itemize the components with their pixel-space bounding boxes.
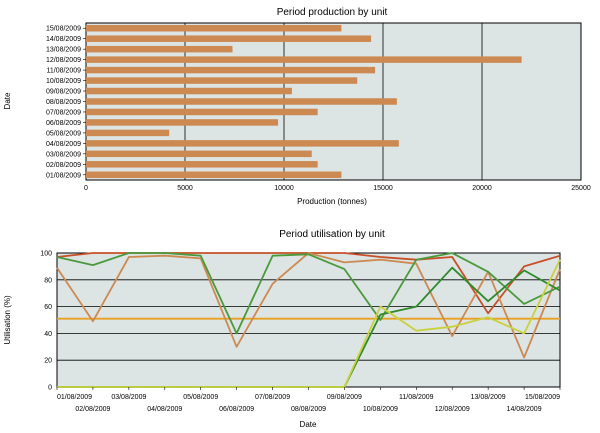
production-date-label: 06/08/2009 xyxy=(46,120,81,127)
utilisation-date-label: 11/08/2009 xyxy=(399,394,434,401)
production-bar xyxy=(86,150,312,158)
utilisation-date-label: 05/08/2009 xyxy=(183,394,218,401)
utilisation-date-label: 08/08/2009 xyxy=(291,406,326,413)
production-date-label: 10/08/2009 xyxy=(46,78,81,85)
production-date-label: 12/08/2009 xyxy=(46,57,81,64)
production-date-label: 11/08/2009 xyxy=(46,68,81,75)
production-date-label: 01/08/2009 xyxy=(46,172,81,179)
production-bar xyxy=(86,140,399,147)
production-x-tick-label: 5000 xyxy=(177,185,193,192)
production-y-axis-label: Date xyxy=(3,92,12,109)
production-bar xyxy=(86,66,376,74)
production-bar xyxy=(86,171,342,179)
production-bar xyxy=(86,129,170,137)
utilisation-date-label: 02/08/2009 xyxy=(75,406,110,413)
production-date-label: 14/08/2009 xyxy=(46,36,81,43)
production-x-axis-label: Production (tonnes) xyxy=(297,197,367,206)
production-date-label: 15/08/2009 xyxy=(46,26,81,33)
production-bar xyxy=(86,35,372,42)
production-date-label: 03/08/2009 xyxy=(46,151,81,158)
utilisation-date-label: 03/08/2009 xyxy=(111,394,146,401)
production-bar xyxy=(86,119,279,126)
utilisation-date-label: 09/08/2009 xyxy=(327,394,362,401)
utilisation-y-tick-label: 60 xyxy=(44,304,52,311)
utilisation-date-label: 10/08/2009 xyxy=(363,406,398,413)
utilisation-y-tick-label: 100 xyxy=(40,251,52,258)
utilisation-date-labels: 01/08/2009 02/08/200903/08/200904/08/2009… xyxy=(56,387,561,413)
utilisation-date-label: 15/08/2009 xyxy=(525,394,560,401)
production-date-label: 09/08/2009 xyxy=(46,89,81,96)
production-bar xyxy=(86,87,292,95)
production-x-tick-label: 15000 xyxy=(373,185,393,192)
utilisation-date-label: 04/08/2009 xyxy=(147,406,182,413)
utilisation-gridlines xyxy=(57,279,560,361)
production-date-label: 13/08/2009 xyxy=(46,47,81,54)
production-bar xyxy=(86,45,233,53)
production-bar xyxy=(86,77,358,84)
production-date-label: 02/08/2009 xyxy=(46,162,81,169)
utilisation-date-label: 01/08/2009 xyxy=(57,394,92,401)
production-tick-labels: 0 5000 10000 15000 20000 25000 xyxy=(84,185,591,192)
production-chart-title: Period production by unit xyxy=(277,7,388,18)
utilisation-series-line-4 xyxy=(56,252,561,335)
utilisation-y-tick-label: 20 xyxy=(44,358,52,365)
utilisation-date-label: 13/08/2009 xyxy=(471,394,506,401)
utilisation-date-label: 06/08/2009 xyxy=(219,406,254,413)
utilisation-y-axis-label: Utilisation (%) xyxy=(3,295,12,345)
production-bar xyxy=(86,98,397,105)
production-bar xyxy=(86,56,522,63)
utilisation-y-tick-label: 0 xyxy=(48,385,52,392)
utilisation-chart: Period utilisation by unit 020406080100 … xyxy=(3,229,561,429)
utilisation-date-label: 12/08/2009 xyxy=(435,406,470,413)
utilisation-tick-labels: 0 20 40 60 80 100 xyxy=(40,251,52,392)
utilisation-date-label: 14/08/2009 xyxy=(507,406,542,413)
utilisation-plot-area xyxy=(56,252,561,388)
production-chart: Period production by unit 01/08/2009 02/0… xyxy=(3,7,591,206)
production-bar xyxy=(86,161,318,168)
utilisation-x-axis-label: Date xyxy=(300,420,317,429)
production-x-tick-label: 0 xyxy=(84,185,88,192)
production-bars xyxy=(86,24,522,179)
utilisation-series-line-3 xyxy=(56,252,561,359)
utilisation-chart-title: Period utilisation by unit xyxy=(279,229,385,240)
production-date-label: 08/08/2009 xyxy=(46,99,81,106)
utilisation-date-label: 07/08/2009 xyxy=(255,394,290,401)
production-x-tick-label: 25000 xyxy=(571,185,591,192)
production-date-label: 04/08/2009 xyxy=(46,141,81,148)
utilisation-y-tick-label: 40 xyxy=(44,331,52,338)
production-date-labels: 01/08/2009 02/08/2009 03/08/2009 04/08/2009… xyxy=(46,26,86,179)
production-bar xyxy=(86,108,318,116)
production-x-tick-label: 20000 xyxy=(472,185,492,192)
production-date-label: 07/08/2009 xyxy=(46,109,81,116)
production-bar xyxy=(86,24,342,32)
utilisation-y-tick-label: 80 xyxy=(44,277,52,284)
production-x-tick-label: 10000 xyxy=(274,185,294,192)
production-date-label: 05/08/2009 xyxy=(46,130,81,137)
